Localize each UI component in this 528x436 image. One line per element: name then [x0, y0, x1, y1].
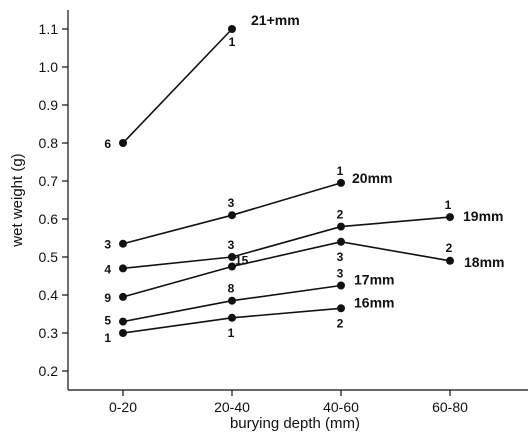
point-count-label: 4 [104, 262, 111, 276]
series-2: 4 3 2 1 19mm [104, 198, 503, 276]
data-point [228, 313, 236, 322]
data-point [446, 213, 454, 222]
point-count-label: 2 [446, 241, 453, 255]
x-tick-label: 0-20 [109, 399, 137, 415]
data-point [228, 253, 236, 261]
point-count-label: 3 [337, 250, 344, 264]
series-name-label: 21+mm [251, 12, 300, 28]
point-count-label: 15 [235, 254, 249, 268]
point-count-label: 2 [337, 208, 344, 222]
y-tick-label: 1.1 [39, 21, 59, 37]
axes [67, 10, 528, 391]
y-tick-label: 0.6 [39, 211, 59, 227]
point-count-label: 1 [337, 164, 344, 178]
series-name-label: 18mm [464, 254, 504, 270]
x-tick-label: 20-40 [214, 399, 250, 415]
series-1: 3 3 1 20mm [104, 164, 392, 252]
series-line [122, 216, 451, 270]
series-line [122, 28, 233, 144]
data-point [119, 292, 127, 301]
series-name-label: 17mm [354, 272, 394, 288]
data-point [446, 256, 454, 265]
point-count-label: 8 [228, 282, 235, 296]
point-count-label: 6 [104, 137, 111, 151]
y-tick-label: 0.4 [39, 287, 59, 303]
data-point [337, 237, 345, 246]
data-point [337, 281, 345, 290]
series-name-label: 19mm [463, 208, 503, 224]
data-point [228, 296, 236, 305]
x-tick-label: 60-80 [432, 399, 468, 415]
y-tick-label: 0.8 [39, 135, 59, 151]
data-point [119, 264, 127, 273]
point-count-label: 3 [228, 196, 235, 210]
data-point [337, 178, 345, 187]
series-name-label: 16mm [354, 294, 394, 310]
point-count-label: 3 [228, 238, 235, 252]
series-name-label: 20mm [352, 170, 392, 186]
series-line [122, 240, 451, 298]
data-point [228, 211, 236, 220]
series-5: 1 1 2 16mm [104, 294, 394, 345]
data-point [228, 25, 236, 33]
x-tick-label: 40-60 [323, 399, 359, 415]
point-count-label: 3 [104, 238, 111, 252]
point-count-label: 1 [104, 331, 111, 345]
data-point [119, 329, 127, 337]
point-count-label: 1 [228, 326, 235, 340]
series-0: 6 1 21+mm [104, 12, 299, 151]
data-point [119, 239, 127, 248]
y-ticks: 0.2 0.3 0.4 0.5 0.6 0.7 0.8 0.9 1.0 1.1 [39, 21, 68, 379]
y-axis-label: wet weight (g) [9, 153, 26, 247]
y-tick-label: 0.3 [39, 325, 59, 341]
point-count-label: 3 [337, 267, 344, 281]
y-tick-label: 0.5 [39, 249, 59, 265]
point-count-label: 9 [104, 291, 111, 305]
point-count-label: 1 [229, 35, 236, 49]
y-tick-label: 1.0 [39, 59, 59, 75]
x-ticks: 0-20 20-40 40-60 60-80 [109, 390, 468, 415]
point-count-label: 2 [337, 316, 344, 330]
y-tick-label: 0.2 [39, 363, 59, 379]
data-point [337, 304, 345, 313]
y-tick-label: 0.9 [39, 97, 59, 113]
data-point [337, 222, 345, 231]
data-point [119, 317, 127, 326]
point-count-label: 5 [104, 314, 111, 328]
data-point [228, 262, 236, 271]
data-point [119, 139, 127, 147]
point-count-label: 1 [445, 198, 452, 212]
x-axis-label: burying depth (mm) [230, 415, 360, 432]
y-tick-label: 0.7 [39, 173, 59, 189]
series-4: 5 8 3 17mm [104, 267, 394, 328]
